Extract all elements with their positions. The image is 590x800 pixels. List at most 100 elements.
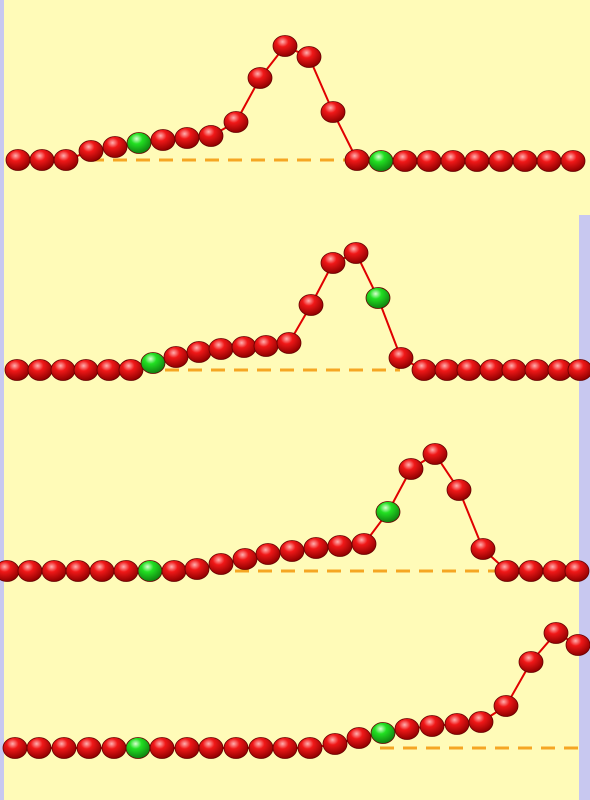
- red-bead: [395, 719, 419, 740]
- red-bead: [399, 459, 423, 480]
- red-bead: [328, 536, 352, 557]
- red-bead: [543, 561, 567, 582]
- red-bead: [187, 342, 211, 363]
- red-bead: [175, 738, 199, 759]
- red-bead: [513, 151, 537, 172]
- red-bead: [277, 333, 301, 354]
- red-bead: [209, 339, 233, 360]
- red-bead: [273, 738, 297, 759]
- red-bead: [457, 360, 481, 381]
- red-bead: [209, 554, 233, 575]
- green-bead: [141, 353, 165, 374]
- red-bead: [412, 360, 436, 381]
- red-bead: [471, 539, 495, 560]
- red-bead: [561, 151, 585, 172]
- red-bead: [445, 714, 469, 735]
- red-bead: [52, 738, 76, 759]
- red-bead: [103, 137, 127, 158]
- background: [0, 0, 590, 800]
- red-bead: [74, 360, 98, 381]
- red-bead: [469, 712, 493, 733]
- red-bead: [224, 738, 248, 759]
- red-bead: [544, 623, 568, 644]
- red-bead: [151, 130, 175, 151]
- red-bead: [27, 738, 51, 759]
- red-bead: [42, 561, 66, 582]
- red-bead: [199, 738, 223, 759]
- left-edge: [0, 0, 4, 800]
- red-bead: [465, 151, 489, 172]
- red-bead: [495, 561, 519, 582]
- red-bead: [164, 347, 188, 368]
- red-bead: [502, 360, 526, 381]
- red-bead: [519, 561, 543, 582]
- red-bead: [97, 360, 121, 381]
- red-bead: [519, 652, 543, 673]
- red-bead: [489, 151, 513, 172]
- red-bead: [3, 738, 27, 759]
- red-bead: [28, 360, 52, 381]
- red-bead: [304, 538, 328, 559]
- red-bead: [102, 738, 126, 759]
- red-bead: [321, 253, 345, 274]
- red-bead: [525, 360, 549, 381]
- red-bead: [175, 128, 199, 149]
- red-bead: [256, 544, 280, 565]
- red-bead: [199, 126, 223, 147]
- red-bead: [254, 336, 278, 357]
- red-bead: [66, 561, 90, 582]
- red-bead: [344, 243, 368, 264]
- red-bead: [224, 112, 248, 133]
- red-bead: [0, 561, 19, 582]
- red-bead: [347, 728, 371, 749]
- red-bead: [565, 561, 589, 582]
- red-bead: [162, 561, 186, 582]
- red-bead: [248, 68, 272, 89]
- red-bead: [5, 360, 29, 381]
- red-bead: [30, 150, 54, 171]
- red-bead: [77, 738, 101, 759]
- bead-diagram: [0, 0, 590, 800]
- red-bead: [185, 559, 209, 580]
- red-bead: [441, 151, 465, 172]
- red-bead: [6, 150, 30, 171]
- red-bead: [51, 360, 75, 381]
- red-bead: [393, 151, 417, 172]
- red-bead: [273, 36, 297, 57]
- page: (() => { JSON.parse(document.getElementB…: [0, 0, 590, 800]
- red-bead: [150, 738, 174, 759]
- red-bead: [90, 561, 114, 582]
- red-bead: [417, 151, 441, 172]
- green-bead: [366, 288, 390, 309]
- red-bead: [568, 360, 590, 381]
- red-bead: [321, 102, 345, 123]
- red-bead: [297, 47, 321, 68]
- red-bead: [389, 348, 413, 369]
- red-bead: [494, 696, 518, 717]
- right-panel: [579, 215, 590, 800]
- red-bead: [352, 534, 376, 555]
- red-bead: [537, 151, 561, 172]
- red-bead: [54, 150, 78, 171]
- red-bead: [232, 337, 256, 358]
- red-bead: [280, 541, 304, 562]
- green-bead: [126, 738, 150, 759]
- red-bead: [299, 295, 323, 316]
- red-bead: [323, 734, 347, 755]
- red-bead: [345, 150, 369, 171]
- red-bead: [435, 360, 459, 381]
- red-bead: [566, 635, 590, 656]
- red-bead: [447, 480, 471, 501]
- red-bead: [423, 444, 447, 465]
- red-bead: [298, 738, 322, 759]
- red-bead: [18, 561, 42, 582]
- green-bead: [138, 561, 162, 582]
- red-bead: [119, 360, 143, 381]
- red-bead: [480, 360, 504, 381]
- green-bead: [369, 151, 393, 172]
- red-bead: [420, 716, 444, 737]
- green-bead: [127, 133, 151, 154]
- green-bead: [376, 502, 400, 523]
- red-bead: [233, 549, 257, 570]
- green-bead: [371, 723, 395, 744]
